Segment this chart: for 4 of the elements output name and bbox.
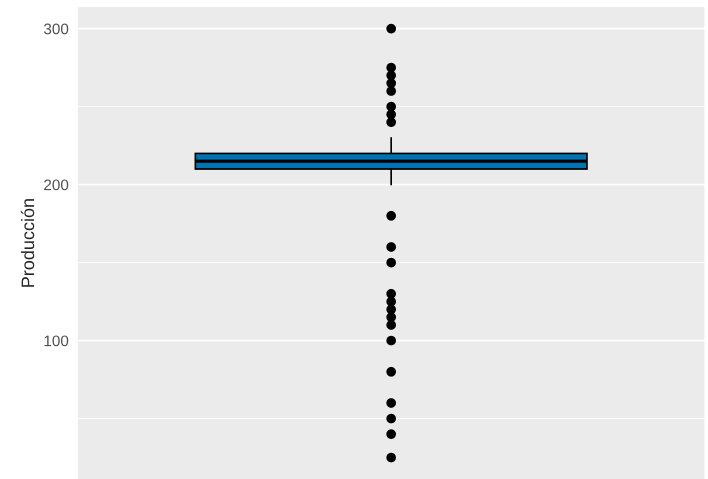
y-axis-title: Producción <box>20 199 34 287</box>
y-tick-label: 300 <box>44 24 68 34</box>
y-tick-label: 200 <box>44 179 68 190</box>
y-tick-label: 100 <box>44 335 68 346</box>
